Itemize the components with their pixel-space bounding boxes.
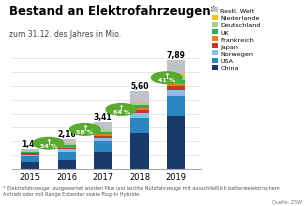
Bar — [58, 160, 76, 169]
Bar — [167, 87, 185, 90]
Text: ↑: ↑ — [163, 72, 170, 81]
Bar — [94, 131, 112, 132]
Bar — [130, 92, 149, 102]
Bar — [94, 122, 112, 130]
Bar — [167, 84, 185, 87]
Bar — [21, 155, 39, 157]
Circle shape — [106, 104, 137, 116]
Bar — [167, 81, 185, 84]
Text: 58 %: 58 % — [76, 129, 94, 134]
Legend: Restl. Welt, Niederlande, Deutschland, UK, Frankreich, Japan, Norwegen, USA, Chi: Restl. Welt, Niederlande, Deutschland, U… — [212, 8, 261, 71]
Text: Quelle: ZSW: Quelle: ZSW — [272, 199, 302, 204]
Bar — [21, 151, 39, 152]
Text: * Elektrofahrzeuge: ausgewertet wurden Pkw und leichte Nutzfahrzeuge mit ausschl: * Elektrofahrzeuge: ausgewertet wurden P… — [3, 185, 280, 196]
Text: 3,41: 3,41 — [94, 112, 113, 121]
Text: ↑: ↑ — [118, 103, 125, 112]
Bar — [167, 61, 185, 74]
Bar — [167, 74, 185, 76]
Circle shape — [152, 73, 182, 84]
Text: zum 31.12. des Jahres in Mio.: zum 31.12. des Jahres in Mio. — [9, 30, 121, 39]
Bar — [167, 76, 185, 81]
Bar — [94, 138, 112, 142]
Circle shape — [33, 138, 64, 149]
Bar — [130, 108, 149, 110]
Text: 1,40: 1,40 — [21, 140, 40, 149]
Bar — [94, 134, 112, 136]
Bar — [21, 153, 39, 154]
Text: ↑: ↑ — [81, 123, 88, 132]
Bar — [167, 90, 185, 97]
Circle shape — [70, 124, 100, 136]
Bar — [21, 157, 39, 162]
Bar — [130, 102, 149, 103]
Bar — [167, 97, 185, 117]
Bar — [21, 154, 39, 155]
Bar — [94, 142, 112, 152]
Text: 54 %: 54 % — [40, 143, 57, 148]
Bar — [94, 136, 112, 138]
Bar — [58, 148, 76, 150]
Bar — [94, 132, 112, 134]
Text: ↑: ↑ — [45, 137, 52, 146]
Text: 5,60: 5,60 — [130, 82, 149, 91]
Text: 2,16: 2,16 — [57, 129, 76, 138]
Bar — [21, 152, 39, 153]
Bar — [130, 118, 149, 133]
Bar — [167, 117, 185, 169]
Bar — [130, 103, 149, 106]
Bar — [58, 139, 76, 144]
Text: 64 %: 64 % — [113, 109, 130, 114]
Bar — [130, 110, 149, 113]
Bar — [21, 150, 39, 151]
Bar — [130, 113, 149, 118]
Bar — [21, 162, 39, 169]
Bar — [58, 147, 76, 148]
Bar — [130, 106, 149, 108]
Bar — [58, 146, 76, 147]
Bar — [58, 152, 76, 160]
Bar — [94, 130, 112, 131]
Bar — [58, 150, 76, 152]
Bar — [130, 133, 149, 169]
Text: 41 %: 41 % — [158, 78, 175, 83]
Bar — [94, 152, 112, 169]
Text: 7,89: 7,89 — [167, 50, 185, 60]
Bar — [58, 144, 76, 146]
Text: Bestand an Elektrofahrzeugen*: Bestand an Elektrofahrzeugen* — [9, 5, 217, 18]
